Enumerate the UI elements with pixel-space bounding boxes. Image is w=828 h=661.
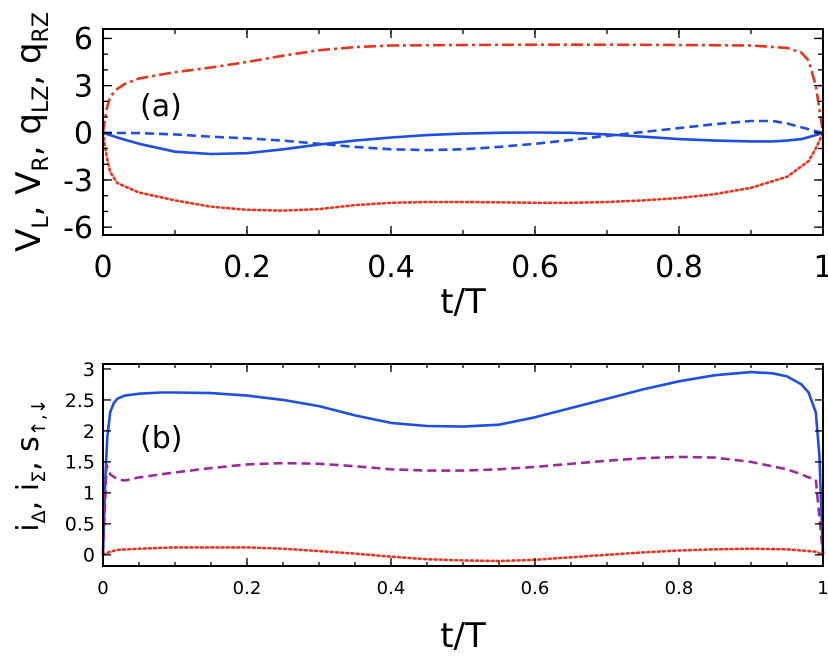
panel-a-x-tick-label: 0.6	[511, 250, 559, 285]
panel-b: 0 0.2 0.4 0.6 0.8 100.511.522.53 (b) t/T iΔ, …	[11, 359, 828, 656]
panel-b-x-tick-label: 0.4	[377, 578, 406, 599]
panel-b-ylabel-part: ↑,↓	[28, 398, 50, 436]
panel-a-series-line-2	[101, 131, 825, 212]
panel-a-series	[101, 43, 825, 212]
panel-a-ylabel-part: , V	[9, 171, 49, 216]
panel-a-xlabel: t/T	[440, 282, 486, 322]
panel-b-x-tick-label: 0.2	[233, 578, 262, 599]
panel-a-series-line-3	[102, 131, 824, 156]
panel-a-frame	[102, 28, 824, 236]
panel-a-ticks: 0 0.2 0.4 0.6 0.8 1 -6 -3 0 3 6	[63, 22, 828, 285]
panel-b-y-tick-label: 0	[83, 545, 95, 567]
panel-a-y-tick-label: -3	[63, 164, 93, 199]
panel-b-xlabel: t/T	[440, 616, 486, 656]
panel-a-ylabel: VL, VR, qLZ, qRZ	[9, 12, 54, 252]
panel-b-x-tick-label: 0.6	[521, 578, 550, 599]
panel-b-series-line-1	[101, 370, 825, 555]
panel-a-y-tick-label: 0	[74, 117, 93, 152]
panel-b-series-line-3	[101, 546, 825, 563]
panel-a-ylabel-part: , q	[9, 113, 49, 156]
panel-a-x-tick-label: 0.4	[367, 250, 415, 285]
panel-b-x-tick-label: 0.8	[665, 578, 694, 599]
panel-b-label: (b)	[140, 421, 182, 456]
panel-a-y-tick-label: -6	[63, 211, 93, 246]
panel-a-x-tick-label: 1	[813, 250, 828, 285]
panel-b-x-tick-label: 1	[817, 578, 828, 599]
panel-a-series-line-4	[102, 119, 824, 152]
panel-a-y-tick-label: 6	[74, 22, 93, 57]
panel-a-x-tick-label: 0.8	[655, 250, 703, 285]
panel-b-series-line-2	[101, 455, 825, 555]
panel-b-ylabel: iΔ, iΣ, s↑,↓	[11, 398, 50, 531]
panel-a-y-tick-label: 3	[74, 69, 93, 104]
panel-b-ylabel-part: , s	[11, 436, 46, 471]
panel-b-y-tick-label: 2	[83, 421, 95, 443]
panel-a-x-tick-label: 0.2	[223, 250, 271, 285]
panel-b-y-tick-label: 3	[83, 359, 95, 381]
panel-b-ticks: 0 0.2 0.4 0.6 0.8 1 0 0.5 1 1.5 2 2.5 3	[65, 359, 828, 599]
panel-a-label: (a)	[140, 89, 182, 124]
panel-a-ylabel-part: V	[9, 229, 49, 252]
panel-a-ylabel-part: R	[29, 156, 54, 171]
panel-a-series-line-1	[101, 43, 825, 133]
panel-a-x-tick-label: 0	[93, 250, 112, 285]
panel-a-ylabel-part: RZ	[29, 12, 54, 42]
panel-a-ylabel-part: LZ	[29, 86, 54, 113]
panel-b-y-tick-label: 0.5	[65, 514, 95, 536]
panel-b-y-tick-label: 2.5	[65, 390, 95, 412]
panel-b-ylabel-part: Σ	[28, 471, 50, 483]
panel-b-ylabel-part: i	[11, 523, 46, 531]
panel-b-series	[101, 370, 825, 563]
panel-a-ylabel-part: L	[29, 216, 54, 229]
panel-b-y-tick-label: 1	[83, 483, 95, 505]
panel-b-y-tick-label: 1.5	[65, 452, 95, 474]
panel-a-ylabel-part: , q	[9, 42, 49, 85]
panel-b-ylabel-part: Δ	[28, 510, 50, 523]
panel-b-ylabel-part: , i	[11, 483, 46, 510]
panel-b-x-tick-label: 0	[97, 578, 108, 599]
